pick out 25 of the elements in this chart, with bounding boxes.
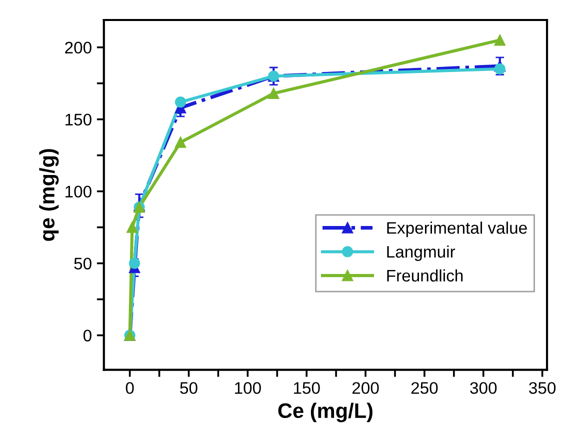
point bbox=[494, 63, 506, 74]
y-tick-label: 150 bbox=[66, 114, 92, 126]
point bbox=[494, 34, 506, 46]
y-tick-label: 200 bbox=[65, 42, 92, 54]
x-tick-label: 50 bbox=[180, 382, 198, 394]
legend-label: Experimental value bbox=[387, 222, 527, 238]
x-tick-label: 0 bbox=[126, 382, 134, 394]
x-tick-label: 150 bbox=[294, 382, 320, 394]
y-axis-title: qe (mg/g) bbox=[39, 149, 59, 241]
legend-label: Langmuir bbox=[387, 245, 456, 262]
x-tick-label: 300 bbox=[470, 382, 497, 394]
y-tick-label: 50 bbox=[74, 258, 92, 270]
point bbox=[126, 222, 138, 233]
y-tick-label: 100 bbox=[66, 186, 92, 198]
point bbox=[174, 136, 186, 148]
x-tick-label: 250 bbox=[411, 382, 438, 394]
x-tick-label: 100 bbox=[235, 382, 261, 394]
point bbox=[174, 96, 186, 108]
x-tick-label: 200 bbox=[352, 382, 379, 394]
point bbox=[268, 88, 280, 99]
x-axis-title: Ce (mg/L) bbox=[278, 402, 372, 422]
x-tick-label: 350 bbox=[529, 382, 556, 394]
legend-label: Freundlich bbox=[387, 269, 463, 282]
point bbox=[128, 258, 140, 269]
y-tick-label: 0 bbox=[83, 330, 92, 342]
